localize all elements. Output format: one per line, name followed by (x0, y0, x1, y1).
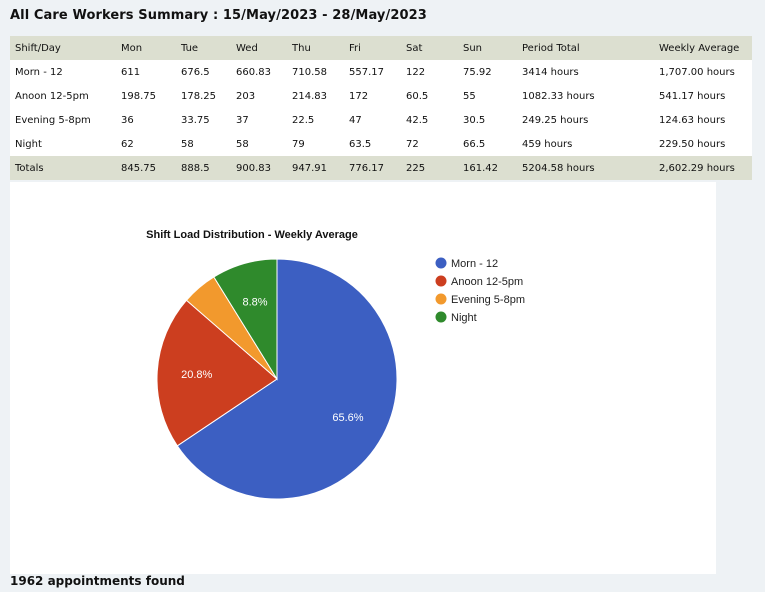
cell: 42.5 (406, 114, 429, 126)
cell: 198.75 (121, 90, 156, 102)
legend-label: Evening 5-8pm (451, 294, 525, 306)
cell: 947.91 (292, 162, 327, 174)
cell: 214.83 (292, 90, 327, 102)
table-header-row: Shift/Day Mon Tue Wed Thu Fri Sat Sun Pe… (10, 36, 752, 60)
cell: 178.25 (181, 90, 216, 102)
totals-row: Totals 845.75 888.5 900.83 947.91 776.17… (10, 156, 752, 180)
cell: 161.42 (463, 162, 498, 174)
cell: 62 (121, 138, 134, 150)
cell: 30.5 (463, 114, 486, 126)
cell: 22.5 (292, 114, 315, 126)
cell: 541.17 hours (659, 90, 726, 102)
cell: 66.5 (463, 138, 486, 150)
cell: 660.83 (236, 66, 271, 78)
legend-swatch (435, 275, 447, 287)
legend-swatch (435, 257, 447, 269)
cell: 5204.58 hours (522, 162, 595, 174)
cell: 58 (181, 138, 194, 150)
pie-slice-label: 20.8% (181, 369, 212, 381)
legend-label: Anoon 12-5pm (451, 276, 523, 288)
cell: 122 (406, 66, 426, 78)
cell: 172 (349, 90, 369, 102)
chart-title: Shift Load Distribution - Weekly Average (146, 229, 358, 241)
cell: 845.75 (121, 162, 156, 174)
cell: 79 (292, 138, 305, 150)
cell: 1,707.00 hours (659, 66, 735, 78)
table-row: Morn - 12 611 676.5 660.83 710.58 557.17… (10, 60, 752, 84)
cell: 611 (121, 66, 141, 78)
cell: Evening 5-8pm (15, 114, 91, 126)
cell: Anoon 12-5pm (15, 90, 89, 102)
cell: 33.75 (181, 114, 210, 126)
pie-slice-1 (176, 258, 398, 500)
col-header: Weekly Average (659, 42, 740, 54)
cell: 47 (349, 114, 362, 126)
col-header: Mon (121, 42, 143, 54)
cell: Morn - 12 (15, 66, 63, 78)
cell: 249.25 hours (522, 114, 589, 126)
col-header: Sat (406, 42, 423, 54)
cell: 36 (121, 114, 134, 126)
cell: 124.63 hours (659, 114, 726, 126)
table-row: Evening 5-8pm 36 33.75 37 22.5 47 42.5 3… (10, 108, 752, 132)
pie-slice-label: 8.8% (242, 297, 267, 309)
cell: 1082.33 hours (522, 90, 595, 102)
cell: 888.5 (181, 162, 210, 174)
cell: 60.5 (406, 90, 429, 102)
col-header: Fri (349, 42, 361, 54)
col-header: Period Total (522, 42, 580, 54)
legend-swatch (435, 311, 447, 323)
cell: 55 (463, 90, 476, 102)
cell: 72 (406, 138, 419, 150)
cell: 225 (406, 162, 426, 174)
pie-chart-panel: Shift Load Distribution - Weekly Average… (10, 182, 716, 574)
cell: 75.92 (463, 66, 492, 78)
cell: 676.5 (181, 66, 210, 78)
cell: 203 (236, 90, 256, 102)
pie-chart: Shift Load Distribution - Weekly Average… (146, 229, 525, 500)
col-header: Tue (181, 42, 199, 54)
legend-label: Night (451, 312, 477, 324)
cell: 63.5 (349, 138, 372, 150)
cell: 459 hours (522, 138, 573, 150)
pie-slice-label: 65.6% (332, 412, 363, 424)
summary-table: Shift/Day Mon Tue Wed Thu Fri Sat Sun Pe… (10, 36, 752, 180)
legend-swatch (435, 293, 447, 305)
cell: Night (15, 138, 42, 150)
pie-slice-2 (156, 299, 278, 447)
col-header: Sun (463, 42, 483, 54)
pie-slice-4 (213, 258, 278, 381)
cell: 229.50 hours (659, 138, 726, 150)
col-header: Shift/Day (15, 42, 61, 54)
cell: Totals (15, 162, 44, 174)
cell: 900.83 (236, 162, 271, 174)
cell: 557.17 (349, 66, 384, 78)
col-header: Wed (236, 42, 258, 54)
col-header: Thu (292, 42, 311, 54)
table-row: Anoon 12-5pm 198.75 178.25 203 214.83 17… (10, 84, 752, 108)
cell: 3414 hours (522, 66, 579, 78)
cell: 2,602.29 hours (659, 162, 735, 174)
cell: 776.17 (349, 162, 384, 174)
cell: 58 (236, 138, 249, 150)
cell: 37 (236, 114, 249, 126)
table-row: Night 62 58 58 79 63.5 72 66.5 459 hours… (10, 132, 752, 156)
cell: 710.58 (292, 66, 327, 78)
legend-label: Morn - 12 (451, 258, 498, 270)
appointments-count: 1962 appointments found (10, 574, 185, 588)
page-title: All Care Workers Summary : 15/May/2023 -… (10, 8, 427, 23)
